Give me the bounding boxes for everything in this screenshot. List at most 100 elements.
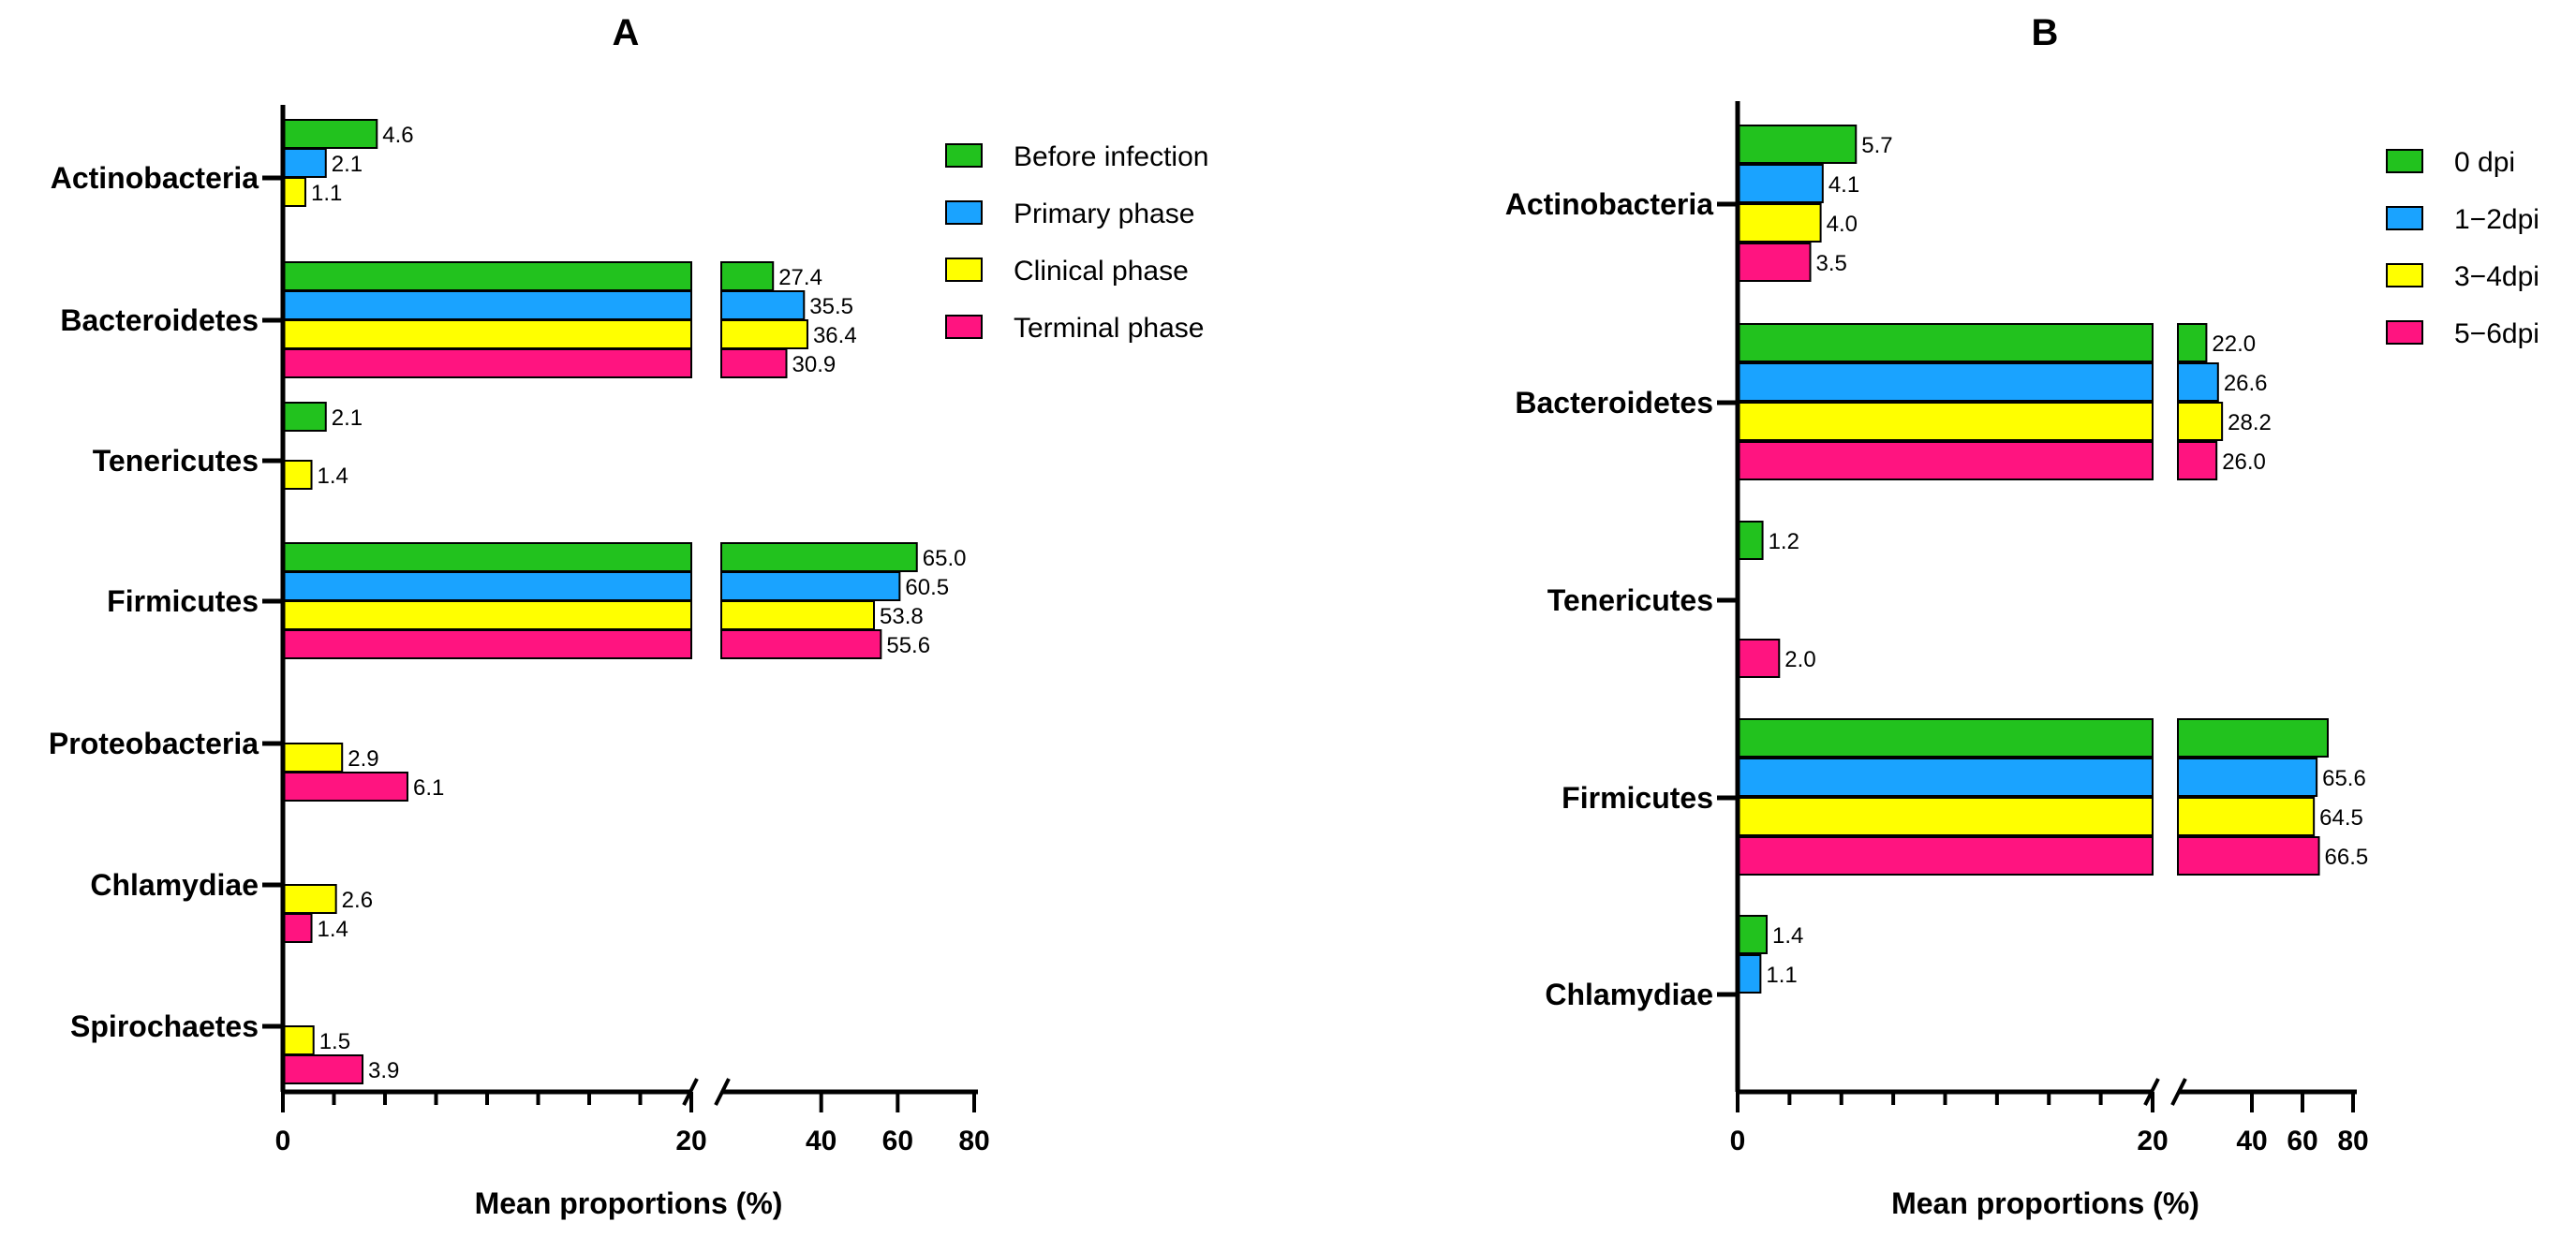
category-label: Spirochaetes xyxy=(70,1009,259,1043)
bar xyxy=(2177,758,2318,797)
data-label: 2.6 xyxy=(342,888,373,913)
legend-label: 3−4dpi xyxy=(2454,261,2539,292)
x-tick-label: 20 xyxy=(2137,1126,2168,1156)
bar xyxy=(720,261,775,291)
bar xyxy=(1737,915,1769,954)
bar xyxy=(2177,836,2320,876)
x-tick-label: 0 xyxy=(1730,1126,1746,1156)
data-label: 4.1 xyxy=(1828,172,1859,198)
data-label: 65.0 xyxy=(923,546,967,571)
bar xyxy=(720,629,882,659)
data-label: 1.4 xyxy=(1772,923,1803,949)
bar xyxy=(282,177,306,207)
category-label: Bacteroidetes xyxy=(1515,386,1713,420)
bar xyxy=(282,571,692,601)
data-label: 60.5 xyxy=(905,575,949,600)
data-label: 53.8 xyxy=(880,604,924,629)
x-axis-title: Mean proportions (%) xyxy=(475,1186,783,1220)
legend-swatch xyxy=(2386,320,2423,345)
legend-label: 5−6dpi xyxy=(2454,318,2539,349)
bar xyxy=(282,402,327,432)
x-tick-label: 60 xyxy=(882,1126,913,1156)
legend-swatch xyxy=(2386,149,2423,173)
category-label: Tenericutes xyxy=(1547,583,1713,617)
legend: Before infection Primary phase Clinical ph… xyxy=(945,141,1208,344)
bar xyxy=(1737,164,1824,203)
data-label: 1.4 xyxy=(318,464,348,489)
legend: 0 dpi 1−2dpi 3−4dpi 5−6dpi xyxy=(2386,147,2539,349)
data-label: 3.9 xyxy=(368,1058,399,1083)
data-label: 26.6 xyxy=(2224,371,2268,396)
legend-label: Terminal phase xyxy=(1014,313,1204,344)
bar xyxy=(720,600,876,630)
bar xyxy=(282,460,313,490)
legend-label: 1−2dpi xyxy=(2454,204,2539,235)
data-label: 65.6 xyxy=(2322,766,2366,791)
bar xyxy=(1737,323,2154,362)
data-label: 66.5 xyxy=(2325,845,2369,870)
bar xyxy=(720,348,788,378)
bar xyxy=(282,913,313,943)
bar xyxy=(1737,718,2154,758)
bar xyxy=(720,290,806,320)
bar xyxy=(282,261,692,291)
bar xyxy=(282,119,378,149)
data-label: 35.5 xyxy=(809,294,853,319)
data-label: 64.5 xyxy=(2319,805,2363,831)
data-label: 55.6 xyxy=(886,633,930,658)
category-label: Firmicutes xyxy=(107,584,259,618)
data-label: 2.1 xyxy=(332,405,363,431)
data-label: 2.9 xyxy=(348,746,378,772)
bar xyxy=(282,542,692,572)
legend-swatch xyxy=(945,315,983,339)
data-label: 1.1 xyxy=(1766,963,1797,988)
bar xyxy=(2177,441,2218,480)
category-label: Actinobacteria xyxy=(1505,187,1713,221)
category-label: Chlamydiae xyxy=(90,868,259,902)
x-tick-label: 40 xyxy=(806,1126,836,1156)
bar xyxy=(282,629,692,659)
data-label: 1.1 xyxy=(311,181,342,206)
category-label: Bacteroidetes xyxy=(60,303,259,337)
x-tick-label: 80 xyxy=(958,1126,989,1156)
data-label: 5.7 xyxy=(1861,133,1892,158)
bar xyxy=(282,290,692,320)
bar xyxy=(282,600,692,630)
bar xyxy=(282,772,408,802)
category-label: Actinobacteria xyxy=(51,161,259,195)
bar xyxy=(1737,797,2154,836)
bar xyxy=(282,884,337,914)
bar xyxy=(1737,521,1764,560)
legend-swatch xyxy=(945,200,983,225)
data-label: 3.5 xyxy=(1816,251,1847,276)
x-tick-label: 80 xyxy=(2337,1126,2368,1156)
bar xyxy=(1737,836,2154,876)
data-label: 6.1 xyxy=(413,775,444,801)
bar xyxy=(2177,323,2208,362)
category-label: Tenericutes xyxy=(93,444,259,478)
legend-swatch xyxy=(945,258,983,282)
data-label: 36.4 xyxy=(813,323,857,348)
panel-a-chart: A 4.6 27.4 2.1 65.0 2.1 35.5 60.5 1.1 36.4 1.4 53.8… xyxy=(49,12,1209,1220)
category-label: Proteobacteria xyxy=(49,727,259,760)
data-label: 30.9 xyxy=(792,352,836,377)
category-label: Chlamydiae xyxy=(1545,978,1713,1011)
data-label: 4.6 xyxy=(382,123,413,148)
data-label: 1.5 xyxy=(319,1029,350,1054)
bar xyxy=(1737,441,2154,480)
legend-label: Primary phase xyxy=(1014,199,1194,229)
bar xyxy=(1737,402,2154,441)
data-label: 1.2 xyxy=(1769,529,1799,554)
bar xyxy=(282,1025,315,1055)
axis-break-mark xyxy=(714,1078,731,1106)
legend-label: Before infection xyxy=(1014,141,1208,172)
bar xyxy=(1737,125,1858,164)
x-tick-label: 0 xyxy=(275,1126,291,1156)
bar xyxy=(720,319,808,349)
data-label: 27.4 xyxy=(778,265,822,290)
bar xyxy=(1737,758,2154,797)
bar xyxy=(1737,243,1812,282)
bar xyxy=(1737,639,1781,678)
panel-letter: B xyxy=(2032,12,2059,53)
